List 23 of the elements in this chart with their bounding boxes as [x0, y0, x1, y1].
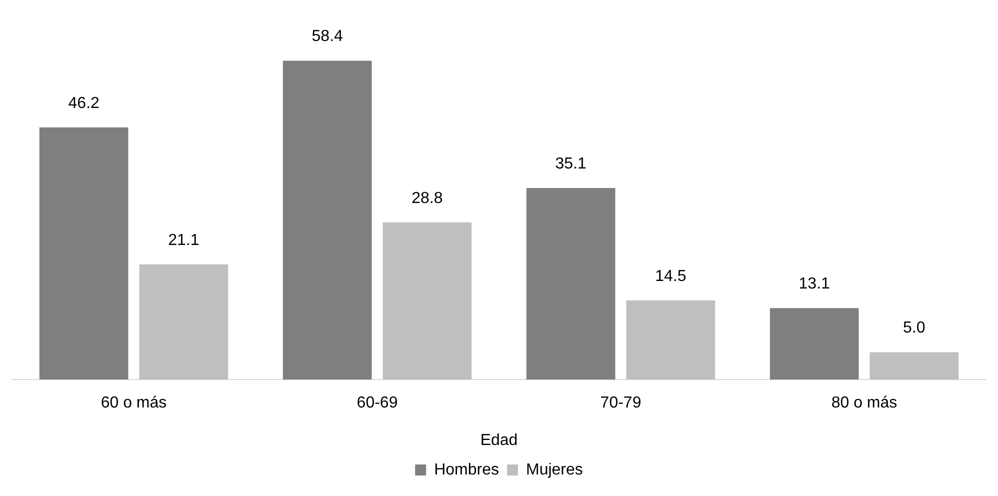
x-tick-label: 80 o más — [831, 394, 898, 412]
legend-label: Hombres — [434, 461, 499, 478]
data-label: 35.1 — [555, 155, 587, 172]
x-tick-label: 70-79 — [600, 394, 642, 412]
bar — [382, 222, 472, 380]
data-label: 5.0 — [903, 320, 926, 337]
data-label: 14.5 — [655, 268, 686, 285]
x-tick-label: 60 o más — [100, 394, 167, 412]
bar — [770, 308, 859, 380]
data-label: 58.4 — [312, 28, 344, 46]
x-tick-label: 60-69 — [356, 394, 398, 412]
bar — [282, 60, 372, 380]
bar — [870, 352, 959, 380]
bar — [39, 127, 128, 380]
bar — [526, 188, 616, 380]
x-axis-title: Edad — [480, 432, 518, 449]
data-label: 21.1 — [168, 232, 200, 249]
data-label: 46.2 — [68, 94, 100, 112]
data-label: 13.1 — [798, 275, 830, 292]
data-label: 28.8 — [412, 190, 443, 207]
legend-label: Mujeres — [526, 461, 583, 478]
bar — [139, 264, 228, 380]
bar — [626, 300, 716, 380]
